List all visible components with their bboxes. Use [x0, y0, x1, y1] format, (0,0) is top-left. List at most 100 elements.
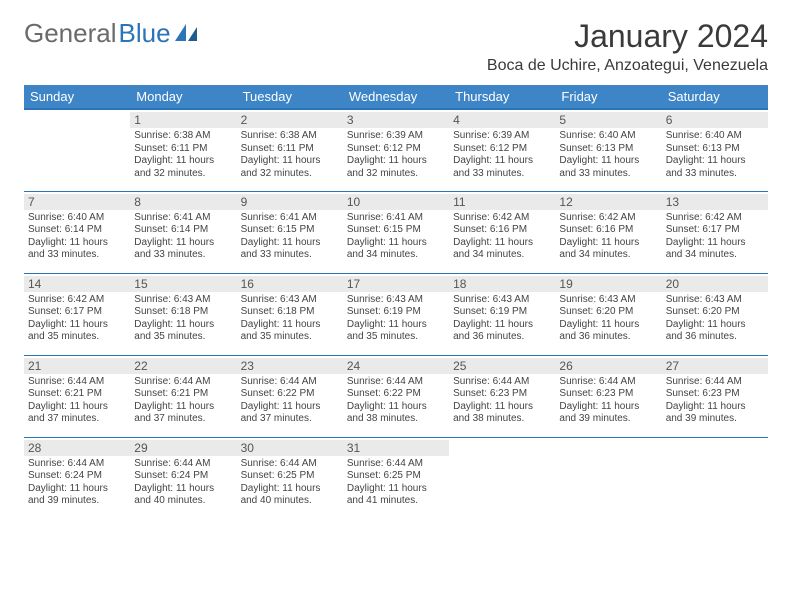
day-info: Sunrise: 6:38 AMSunset: 6:11 PMDaylight:…: [134, 130, 232, 180]
daylight-line: Daylight: 11 hours and 40 minutes.: [241, 483, 339, 508]
calendar-day-cell: 18Sunrise: 6:43 AMSunset: 6:19 PMDayligh…: [449, 273, 555, 355]
day-number: 27: [662, 358, 768, 374]
day-number: 1: [130, 112, 236, 128]
day-info: Sunrise: 6:44 AMSunset: 6:23 PMDaylight:…: [453, 376, 551, 426]
calendar-empty-cell: [24, 109, 130, 191]
sunrise-line: Sunrise: 6:43 AM: [241, 294, 339, 307]
day-number: 25: [449, 358, 555, 374]
calendar-empty-cell: [555, 437, 661, 519]
calendar-day-cell: 15Sunrise: 6:43 AMSunset: 6:18 PMDayligh…: [130, 273, 236, 355]
weekday-header: Monday: [130, 85, 236, 109]
sunset-line: Sunset: 6:17 PM: [666, 224, 764, 237]
daylight-line: Daylight: 11 hours and 39 minutes.: [666, 401, 764, 426]
sunrise-line: Sunrise: 6:44 AM: [28, 376, 126, 389]
daylight-line: Daylight: 11 hours and 36 minutes.: [666, 319, 764, 344]
daylight-line: Daylight: 11 hours and 33 minutes.: [134, 237, 232, 262]
calendar-day-cell: 19Sunrise: 6:43 AMSunset: 6:20 PMDayligh…: [555, 273, 661, 355]
sunset-line: Sunset: 6:14 PM: [28, 224, 126, 237]
sunset-line: Sunset: 6:21 PM: [134, 388, 232, 401]
day-number: 20: [662, 276, 768, 292]
weekday-header: Tuesday: [237, 85, 343, 109]
month-title: January 2024: [487, 18, 768, 55]
calendar-day-cell: 27Sunrise: 6:44 AMSunset: 6:23 PMDayligh…: [662, 355, 768, 437]
day-info: Sunrise: 6:42 AMSunset: 6:17 PMDaylight:…: [28, 294, 126, 344]
sunset-line: Sunset: 6:16 PM: [559, 224, 657, 237]
day-info: Sunrise: 6:43 AMSunset: 6:18 PMDaylight:…: [241, 294, 339, 344]
page-header: General Blue January 2024 Boca de Uchire…: [24, 18, 768, 75]
sunset-line: Sunset: 6:12 PM: [453, 143, 551, 156]
calendar-day-cell: 23Sunrise: 6:44 AMSunset: 6:22 PMDayligh…: [237, 355, 343, 437]
daylight-line: Daylight: 11 hours and 40 minutes.: [134, 483, 232, 508]
calendar-day-cell: 7Sunrise: 6:40 AMSunset: 6:14 PMDaylight…: [24, 191, 130, 273]
day-info: Sunrise: 6:43 AMSunset: 6:20 PMDaylight:…: [666, 294, 764, 344]
sunset-line: Sunset: 6:18 PM: [134, 306, 232, 319]
sunset-line: Sunset: 6:18 PM: [241, 306, 339, 319]
sunrise-line: Sunrise: 6:41 AM: [347, 212, 445, 225]
day-number: 18: [449, 276, 555, 292]
daylight-line: Daylight: 11 hours and 34 minutes.: [347, 237, 445, 262]
sail-icon: [175, 18, 197, 49]
calendar-day-cell: 25 Sunrise: 6:44 AMSunset: 6:23 PMDayligh…: [449, 355, 555, 437]
sunset-line: Sunset: 6:11 PM: [241, 143, 339, 156]
day-info: Sunrise: 6:44 AMSunset: 6:22 PMDaylight:…: [347, 376, 445, 426]
day-info: Sunrise: 6:43 AMSunset: 6:18 PMDaylight:…: [134, 294, 232, 344]
daylight-line: Daylight: 11 hours and 32 minutes.: [134, 155, 232, 180]
daylight-line: Daylight: 11 hours and 35 minutes.: [134, 319, 232, 344]
sunrise-line: Sunrise: 6:44 AM: [347, 376, 445, 389]
day-info: Sunrise: 6:40 AMSunset: 6:13 PMDaylight:…: [559, 130, 657, 180]
weekday-header: Wednesday: [343, 85, 449, 109]
calendar-day-cell: 8 Sunrise: 6:41 AMSunset: 6:14 PMDaylight…: [130, 191, 236, 273]
sunset-line: Sunset: 6:20 PM: [559, 306, 657, 319]
daylight-line: Daylight: 11 hours and 35 minutes.: [347, 319, 445, 344]
sunset-line: Sunset: 6:13 PM: [559, 143, 657, 156]
sunset-line: Sunset: 6:19 PM: [453, 306, 551, 319]
daylight-line: Daylight: 11 hours and 38 minutes.: [453, 401, 551, 426]
day-number: 31: [343, 440, 449, 456]
day-number: 8: [130, 194, 236, 210]
calendar-day-cell: 9Sunrise: 6:41 AMSunset: 6:15 PMDaylight…: [237, 191, 343, 273]
calendar-day-cell: 5Sunrise: 6:40 AMSunset: 6:13 PMDaylight…: [555, 109, 661, 191]
calendar-day-cell: 11Sunrise: 6:42 AMSunset: 6:16 PMDayligh…: [449, 191, 555, 273]
calendar-day-cell: 10Sunrise: 6:41 AMSunset: 6:15 PMDayligh…: [343, 191, 449, 273]
brand-word-general: General: [24, 18, 117, 49]
calendar-day-cell: 14Sunrise: 6:42 AMSunset: 6:17 PMDayligh…: [24, 273, 130, 355]
sunrise-line: Sunrise: 6:44 AM: [28, 458, 126, 471]
day-info: Sunrise: 6:39 AMSunset: 6:12 PMDaylight:…: [453, 130, 551, 180]
calendar-day-cell: 22Sunrise: 6:44 AMSunset: 6:21 PMDayligh…: [130, 355, 236, 437]
calendar-empty-cell: [449, 437, 555, 519]
calendar-day-cell: 20 Sunrise: 6:43 AMSunset: 6:20 PMDayligh…: [662, 273, 768, 355]
sunrise-line: Sunrise: 6:40 AM: [28, 212, 126, 225]
calendar-day-cell: 24 Sunrise: 6:44 AMSunset: 6:22 PMDayligh…: [343, 355, 449, 437]
brand-word-blue: Blue: [119, 18, 171, 49]
daylight-line: Daylight: 11 hours and 35 minutes.: [28, 319, 126, 344]
daylight-line: Daylight: 11 hours and 38 minutes.: [347, 401, 445, 426]
sunrise-line: Sunrise: 6:44 AM: [666, 376, 764, 389]
daylight-line: Daylight: 11 hours and 32 minutes.: [347, 155, 445, 180]
daylight-line: Daylight: 11 hours and 33 minutes.: [453, 155, 551, 180]
sunset-line: Sunset: 6:24 PM: [134, 470, 232, 483]
daylight-line: Daylight: 11 hours and 35 minutes.: [241, 319, 339, 344]
day-info: Sunrise: 6:42 AMSunset: 6:17 PMDaylight:…: [666, 212, 764, 262]
weekday-header: Sunday: [24, 85, 130, 109]
daylight-line: Daylight: 11 hours and 34 minutes.: [666, 237, 764, 262]
location-subtitle: Boca de Uchire, Anzoategui, Venezuela: [487, 57, 768, 75]
sunrise-line: Sunrise: 6:44 AM: [347, 458, 445, 471]
sunrise-line: Sunrise: 6:43 AM: [453, 294, 551, 307]
calendar-day-cell: 6Sunrise: 6:40 AMSunset: 6:13 PMDaylight…: [662, 109, 768, 191]
sunset-line: Sunset: 6:25 PM: [241, 470, 339, 483]
day-info: Sunrise: 6:41 AMSunset: 6:14 PMDaylight:…: [134, 212, 232, 262]
sunset-line: Sunset: 6:22 PM: [347, 388, 445, 401]
sunrise-line: Sunrise: 6:43 AM: [347, 294, 445, 307]
day-number: 24: [343, 358, 449, 374]
daylight-line: Daylight: 11 hours and 39 minutes.: [559, 401, 657, 426]
calendar-page: General Blue January 2024 Boca de Uchire…: [0, 0, 792, 537]
sunrise-line: Sunrise: 6:42 AM: [453, 212, 551, 225]
sunset-line: Sunset: 6:21 PM: [28, 388, 126, 401]
day-number: 17: [343, 276, 449, 292]
sunset-line: Sunset: 6:23 PM: [453, 388, 551, 401]
day-number: 12: [555, 194, 661, 210]
calendar-day-cell: 17Sunrise: 6:43 AMSunset: 6:19 PMDayligh…: [343, 273, 449, 355]
sunrise-line: Sunrise: 6:39 AM: [453, 130, 551, 143]
day-info: Sunrise: 6:44 AMSunset: 6:23 PMDaylight:…: [559, 376, 657, 426]
day-number: 29: [130, 440, 236, 456]
